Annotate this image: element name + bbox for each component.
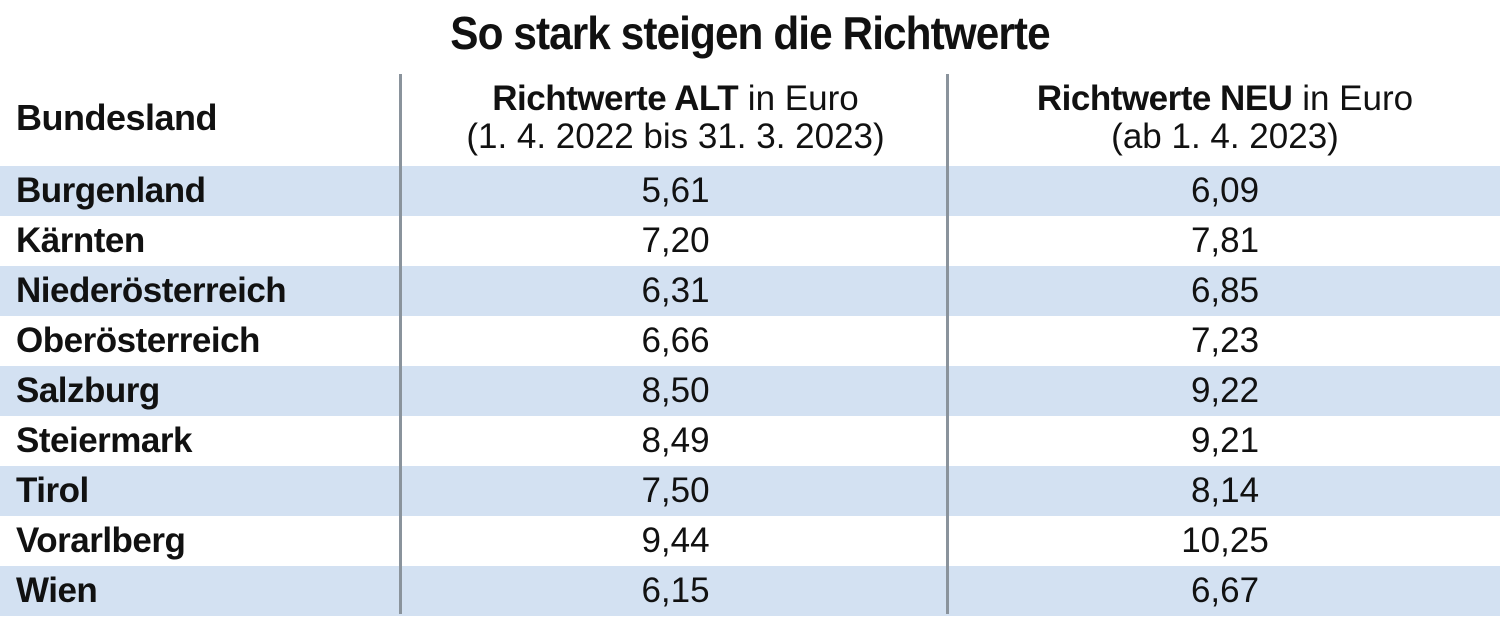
table-header: Bundesland Richtwerte ALT in Euro (1. 4.… [0, 70, 1500, 166]
header-neu: Richtwerte NEU in Euro (ab 1. 4. 2023) [950, 70, 1500, 166]
cell-alt-value: 7,50 [641, 471, 710, 510]
table-row: Tirol 7,50 8,14 [0, 466, 1500, 516]
table-row: Salzburg 8,50 9,22 [0, 366, 1500, 416]
header-alt-period: (1. 4. 2022 bis 31. 3. 2023) [466, 117, 885, 156]
cell-alt-value: 6,66 [641, 321, 710, 360]
header-neu-period: (ab 1. 4. 2023) [1111, 117, 1339, 156]
header-neu-title: Richtwerte NEU in Euro [1037, 80, 1413, 118]
cell-neu-value: 6,85 [1190, 271, 1260, 310]
column-divider-2 [946, 74, 949, 614]
page-title: So stark steigen die Richtwerte [450, 7, 1050, 59]
header-bundesland-label: Bundesland [16, 97, 218, 138]
cell-alt-value: 5,61 [641, 171, 710, 210]
cell-bundesland: Vorarlberg [16, 521, 186, 560]
cell-neu-value: 8,14 [1190, 471, 1260, 510]
header-neu-unit: in Euro [1292, 79, 1414, 118]
cell-alt-value: 9,44 [641, 521, 710, 560]
table-row: Wien 6,15 6,67 [0, 566, 1500, 616]
cell-bundesland: Wien [16, 571, 98, 610]
cell-neu-value: 6,67 [1190, 571, 1260, 610]
table-row: Niederösterreich 6,31 6,85 [0, 266, 1500, 316]
header-alt: Richtwerte ALT in Euro (1. 4. 2022 bis 3… [403, 70, 948, 166]
richtwerte-table: Bundesland Richtwerte ALT in Euro (1. 4.… [0, 70, 1500, 618]
cell-neu-value: 9,22 [1190, 371, 1260, 410]
table-row: Burgenland 5,61 6,09 [0, 166, 1500, 216]
header-alt-bold: Richtwerte ALT [492, 79, 739, 118]
cell-bundesland: Tirol [16, 471, 89, 510]
cell-alt-value: 7,20 [641, 221, 710, 260]
cell-neu-value: 7,23 [1190, 321, 1260, 360]
cell-bundesland: Niederösterreich [16, 271, 287, 310]
header-bundesland: Bundesland [16, 70, 396, 166]
cell-neu-value: 6,09 [1190, 171, 1260, 210]
column-divider-1 [399, 74, 402, 614]
cell-neu-value: 9,21 [1190, 421, 1260, 460]
cell-bundesland: Oberösterreich [16, 321, 260, 360]
cell-bundesland: Salzburg [16, 371, 160, 410]
table-row: Steiermark 8,49 9,21 [0, 416, 1500, 466]
cell-alt-value: 6,15 [641, 571, 710, 610]
cell-neu-value: 10,25 [1181, 521, 1269, 560]
header-alt-unit: in Euro [738, 79, 859, 118]
cell-alt-value: 6,31 [641, 271, 710, 310]
cell-bundesland: Kärnten [16, 221, 145, 260]
cell-alt-value: 8,50 [641, 371, 710, 410]
header-neu-bold: Richtwerte NEU [1036, 79, 1293, 118]
cell-neu-value: 7,81 [1190, 221, 1260, 260]
table-row: Oberösterreich 6,66 7,23 [0, 316, 1500, 366]
table-row: Kärnten 7,20 7,81 [0, 216, 1500, 266]
header-alt-title: Richtwerte ALT in Euro [492, 80, 858, 118]
cell-bundesland: Burgenland [16, 171, 206, 210]
cell-alt-value: 8,49 [641, 421, 710, 460]
table-row: Vorarlberg 9,44 10,25 [0, 516, 1500, 566]
cell-bundesland: Steiermark [16, 421, 192, 460]
